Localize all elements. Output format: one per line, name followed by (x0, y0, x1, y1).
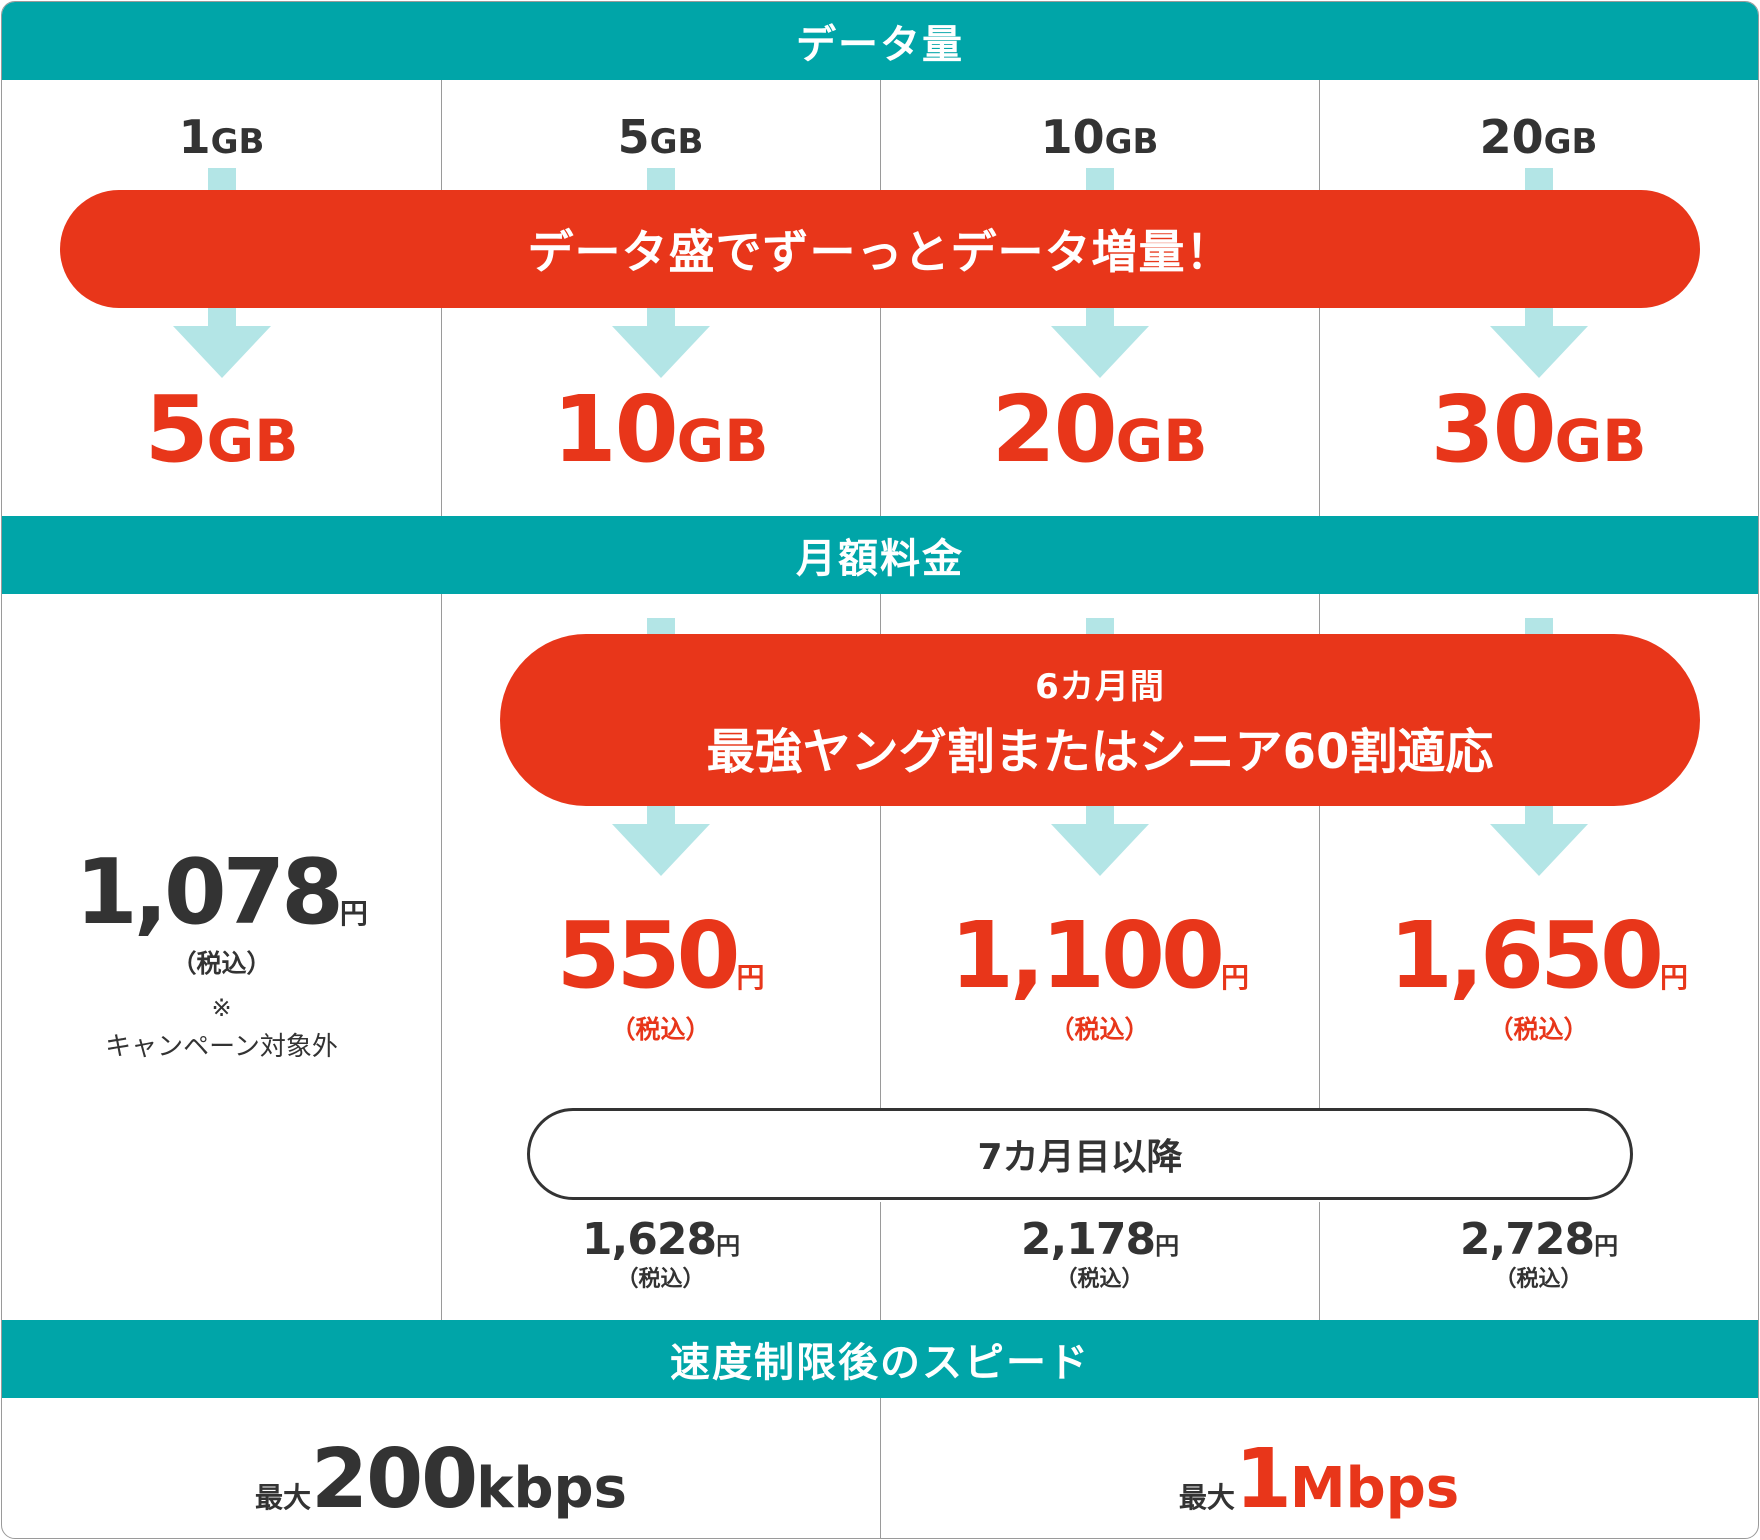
base-price: 1,078円 （税込） ※ キャンペーン対象外 (2, 848, 441, 1063)
data-after-1: 5GB (144, 376, 299, 483)
data-after-3: 20GB (991, 376, 1208, 483)
section-header-speed: 速度制限後のスピード (2, 1320, 1758, 1398)
later-price-2: 2,178円 （税込） (1020, 1214, 1179, 1292)
later-price-3: 2,728円 （税込） (1459, 1214, 1618, 1292)
arrow-down-icon (1051, 824, 1149, 876)
base-price-unit: 円 (339, 897, 368, 930)
data-before-2: 5GB (617, 110, 704, 164)
section-header-fee: 月額料金 (2, 516, 1758, 594)
data-before-3: 10GB (1040, 110, 1159, 164)
discounted-price-2: 1,100円 （税込） (949, 902, 1250, 1045)
data-before-1: 1GB (178, 110, 265, 164)
section-title-fee: 月額料金 (796, 536, 964, 582)
arrow-down-icon (1490, 326, 1588, 378)
section-header-data: データ量 (2, 2, 1758, 80)
base-price-tax: （税込） (171, 949, 272, 978)
data-after-2: 10GB (552, 376, 769, 483)
arrow-down-icon (1051, 326, 1149, 378)
later-price-1: 1,628円 （税込） (581, 1214, 740, 1292)
arrow-down-icon (173, 326, 271, 378)
discount-banner-period: 6カ月間 (1035, 666, 1165, 707)
column-divider (880, 1202, 881, 1320)
later-period-label: 7カ月目以降 (527, 1108, 1633, 1200)
note-mark: ※ (211, 994, 232, 1022)
discount-banner: 6カ月間 最強ヤング割またはシニア60割適応 (500, 634, 1700, 806)
column-divider (880, 594, 881, 1110)
discount-banner-title: 最強ヤング割またはシニア60割適応 (706, 723, 1494, 780)
column-divider (1319, 594, 1320, 1110)
discounted-price-1: 550円 （税込） (556, 902, 765, 1045)
campaign-exclusion-note: キャンペーン対象外 (105, 1032, 338, 1062)
base-price-value: 1,078 (75, 840, 344, 945)
data-boost-banner: データ盛でずーっとデータ増量！ (60, 190, 1700, 308)
speed-limit-200kbps: 最大200kbps (255, 1432, 627, 1527)
arrow-down-icon (612, 824, 710, 876)
data-after-4: 30GB (1430, 376, 1647, 483)
speed-limit-1mbps: 最大1Mbps (1178, 1432, 1460, 1527)
section-title-speed: 速度制限後のスピード (670, 1340, 1090, 1386)
section-title-data: データ量 (796, 22, 964, 68)
arrow-down-icon (612, 326, 710, 378)
column-divider (1319, 1202, 1320, 1320)
arrow-down-icon (1490, 824, 1588, 876)
data-before-4: 20GB (1479, 110, 1598, 164)
column-divider (441, 594, 442, 1320)
column-divider (880, 1398, 881, 1538)
data-boost-banner-text: データ盛でずーっとデータ増量！ (527, 225, 1233, 279)
discounted-price-3: 1,650円 （税込） (1388, 902, 1689, 1045)
